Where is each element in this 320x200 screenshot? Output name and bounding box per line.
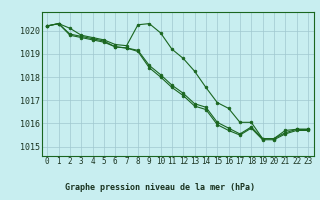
Text: Graphe pression niveau de la mer (hPa): Graphe pression niveau de la mer (hPa)	[65, 183, 255, 192]
